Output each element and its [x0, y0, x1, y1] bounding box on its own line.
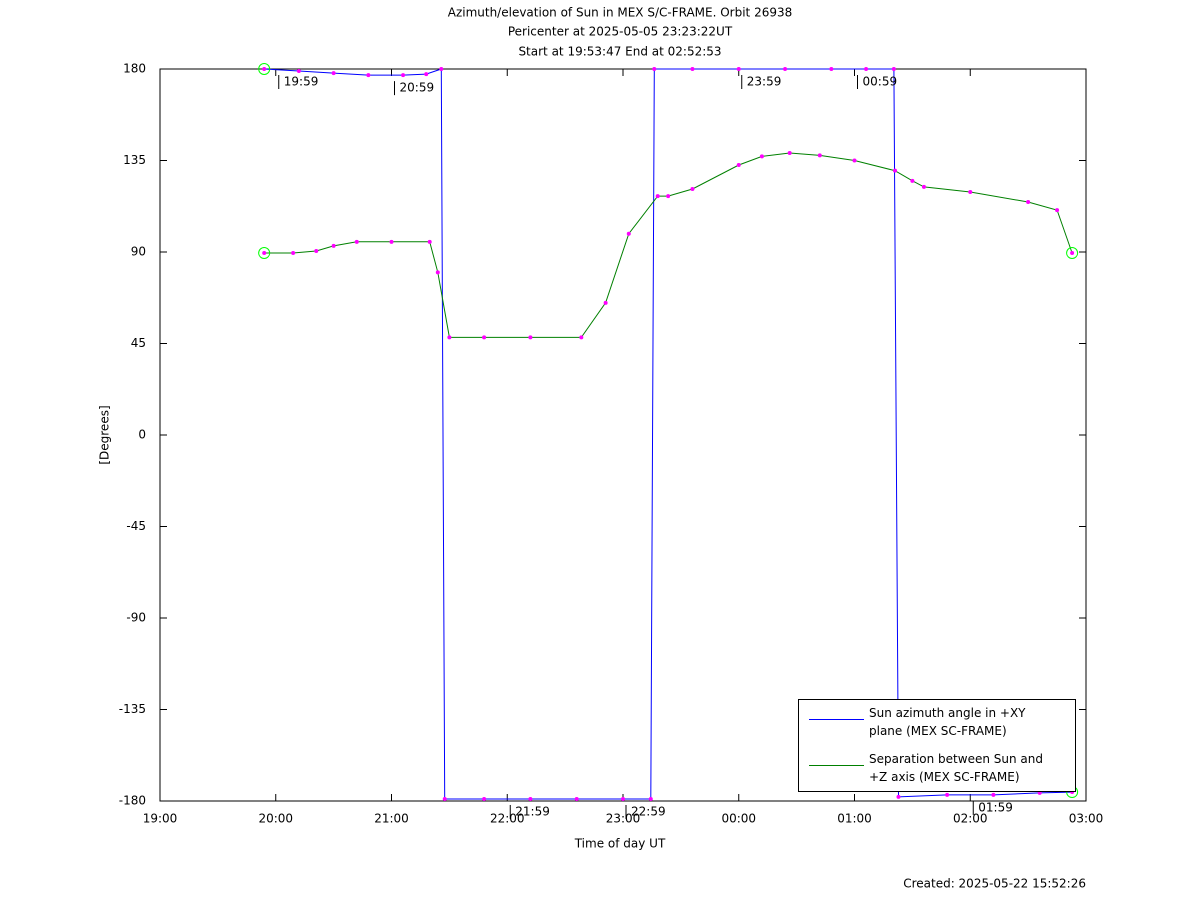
data-point [852, 158, 857, 163]
data-point [1026, 199, 1031, 204]
y-axis-label: [Degrees] [98, 405, 112, 464]
annotation-label: 19:59 [284, 75, 319, 89]
data-point [442, 796, 447, 801]
plot-frame [159, 68, 1087, 802]
annotation-label: 23:59 [747, 75, 782, 89]
data-point [354, 239, 359, 244]
data-point [626, 231, 631, 236]
data-point [262, 251, 267, 256]
endpoint-marker [258, 247, 271, 260]
annotation-label: 20:59 [400, 81, 435, 95]
data-point [603, 300, 608, 305]
y-tick-label: 90 [131, 245, 146, 259]
data-point [652, 67, 657, 71]
x-tick-label: 22:00 [490, 812, 525, 826]
data-point [331, 71, 336, 76]
data-point [648, 796, 653, 801]
y-tick-label: -90 [126, 611, 146, 625]
legend-label: Separation between Sun and +Z axis (MEX … [869, 752, 1043, 784]
data-point [787, 150, 792, 155]
chart-title: Azimuth/elevation of Sun in MEX S/C-FRAM… [448, 6, 793, 20]
y-tick-label: 45 [131, 336, 146, 350]
data-point [783, 67, 788, 71]
data-point [528, 796, 533, 801]
data-point [655, 194, 660, 199]
data-point [896, 794, 901, 799]
data-point [427, 239, 432, 244]
data-point [690, 186, 695, 191]
data-point [574, 796, 579, 801]
y-tick-label: 180 [123, 62, 146, 76]
data-point [296, 69, 301, 74]
x-tick-label: 19:00 [143, 812, 178, 826]
x-tick-label: 01:00 [837, 812, 872, 826]
data-point [482, 335, 487, 340]
data-point [666, 194, 671, 199]
data-point [817, 153, 822, 158]
annotation-label: 01:59 [978, 800, 1013, 814]
data-point [945, 792, 950, 797]
chart-subtitle: Pericenter at 2025-05-05 23:23:22UT [508, 25, 733, 39]
data-point [690, 67, 695, 71]
x-axis-label: Time of day UT [574, 837, 666, 851]
x-tick-label: 02:00 [953, 812, 988, 826]
data-point [1055, 208, 1060, 213]
data-point [579, 335, 584, 340]
legend-label: Sun azimuth angle in +XY plane (MEX SC-F… [869, 706, 1026, 738]
legend-swatch [809, 719, 864, 720]
data-point [439, 67, 444, 71]
data-point [1070, 251, 1075, 256]
data-point [447, 335, 452, 340]
data-point [759, 154, 764, 159]
data-point [736, 162, 741, 167]
annotation-label: 21:59 [515, 804, 550, 818]
x-tick-label: 00:00 [721, 812, 756, 826]
x-tick-label: 03:00 [1069, 812, 1104, 826]
x-tick-label: 23:00 [606, 812, 641, 826]
data-point [482, 796, 487, 801]
annotation-label: 22:59 [631, 804, 666, 818]
y-tick-label: 135 [123, 153, 146, 167]
data-point [991, 792, 996, 797]
data-point [366, 73, 371, 78]
y-tick-label: -135 [119, 702, 146, 716]
data-point [331, 243, 336, 248]
y-tick-label: -45 [126, 519, 146, 533]
data-point [621, 796, 625, 801]
data-point [262, 67, 267, 71]
data-point [893, 168, 898, 173]
data-point [891, 67, 896, 71]
data-point [736, 67, 741, 71]
chart-subtitle: Start at 19:53:47 End at 02:52:53 [518, 45, 721, 59]
series-line [264, 68, 1073, 800]
data-point [910, 178, 915, 183]
data-point [389, 239, 394, 244]
data-point [401, 73, 406, 78]
legend: Sun azimuth angle in +XY plane (MEX SC-F… [798, 699, 1076, 792]
data-point [314, 248, 319, 253]
annotation-label: 00:59 [863, 75, 898, 89]
series-line [264, 152, 1073, 338]
data-point [435, 270, 440, 275]
data-point [921, 184, 926, 189]
y-tick-label: 0 [138, 428, 146, 442]
data-point [528, 335, 533, 340]
footer: Created: 2025-05-22 15:52:26 [903, 877, 1086, 891]
endpoint-marker [1066, 247, 1079, 260]
data-point [864, 67, 869, 71]
x-tick-label: 20:00 [258, 812, 293, 826]
endpoint-marker [258, 63, 271, 75]
data-point [424, 72, 429, 77]
data-point [829, 67, 834, 71]
y-tick-label: -180 [119, 794, 146, 808]
data-point [968, 190, 973, 195]
x-tick-label: 21:00 [374, 812, 409, 826]
data-point [291, 251, 296, 256]
legend-swatch [809, 765, 864, 766]
